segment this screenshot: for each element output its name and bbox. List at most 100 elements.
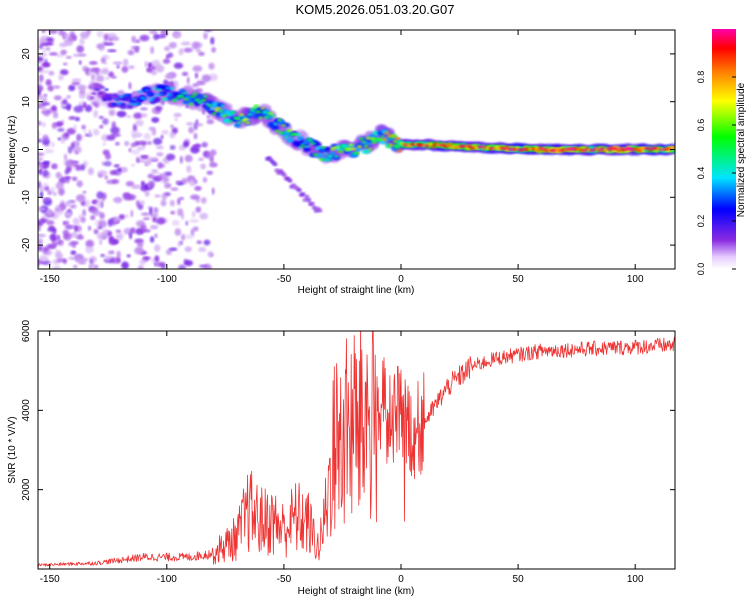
heatmap-noise-blob	[104, 175, 108, 180]
heatmap-noise-blob	[194, 123, 204, 127]
heatmap-noise-blob	[150, 46, 155, 54]
heatmap-ridge-blob	[169, 87, 175, 90]
heatmap-ridge-blob	[271, 125, 280, 131]
heatmap-ridge-blob	[148, 98, 154, 102]
heatmap-noise-blob	[139, 34, 150, 42]
heatmap-ridge-blob	[387, 134, 392, 138]
snr-x-tick-label: -100	[157, 574, 177, 585]
heatmap-noise-blob	[195, 206, 202, 213]
heatmap-ridge-blob	[279, 131, 284, 135]
heatmap-noise-blob	[42, 197, 51, 201]
heatmap-branch-blob	[300, 192, 306, 197]
heatmap-noise-blob	[184, 234, 194, 240]
heatmap-ridge-blob	[153, 97, 161, 102]
heatmap-noise-blob	[76, 45, 85, 53]
heatmap-noise-blob	[141, 113, 148, 118]
heatmap-noise-blob	[75, 194, 86, 202]
heatmap-noise-blob	[114, 141, 120, 146]
heatmap-branch-blob	[296, 188, 302, 193]
heatmap-noise-blob	[68, 116, 77, 120]
heatmap-branch-blob	[272, 162, 278, 167]
heatmap-noise-blob	[38, 237, 44, 245]
heatmap-noise-blob	[118, 214, 126, 220]
heatmap-noise-blob	[168, 42, 177, 49]
heatmap-ridge-blob	[89, 96, 95, 100]
heatmap-noise-blob	[38, 233, 47, 238]
heatmap-ridge-blob	[143, 88, 150, 92]
heatmap-ridge-blob	[222, 114, 227, 117]
heatmap-noise-blob	[128, 81, 132, 90]
heatmap-noise-blob	[64, 211, 73, 217]
heatmap-ridge-blob	[180, 95, 185, 99]
heatmap-noise-blob	[142, 229, 151, 233]
heatmap-noise-blob	[169, 124, 175, 129]
heatmap-noise-blob	[105, 76, 110, 80]
heatmap-noise-blob	[180, 41, 191, 46]
heatmap-ridge-blob	[312, 153, 318, 157]
heatmap-noise-blob	[95, 200, 102, 208]
heatmap-noise-blob	[172, 127, 179, 134]
heatmap-noise-blob	[198, 157, 204, 162]
heatmap-noise-blob	[87, 167, 94, 176]
spectrogram-y-tick-label: -10	[21, 190, 32, 205]
heatmap-noise-blob	[96, 232, 107, 241]
heatmap-noise-blob	[206, 170, 214, 175]
heatmap-noise-blob	[195, 48, 202, 53]
spectrogram-x-tick-label: -50	[277, 274, 292, 285]
heatmap-noise-blob	[154, 233, 158, 239]
heatmap-noise-blob	[68, 84, 76, 92]
heatmap-noise-blob	[192, 65, 203, 72]
heatmap-noise-blob	[98, 115, 104, 120]
heatmap-noise-blob	[93, 264, 99, 269]
heatmap-noise-blob	[38, 130, 41, 138]
heatmap-ridge-blob	[515, 146, 520, 150]
heatmap-ridge-blob	[245, 121, 251, 125]
heatmap-noise-blob	[116, 110, 127, 118]
heatmap-ridge-blob	[153, 86, 158, 90]
heatmap-noise-blob	[165, 153, 176, 161]
heatmap-noise-blob	[65, 159, 75, 168]
heatmap-noise-blob	[78, 260, 87, 265]
heatmap-noise-blob	[133, 112, 143, 119]
heatmap-noise-blob	[72, 145, 82, 154]
heatmap-noise-blob	[121, 261, 129, 269]
heatmap-ridge-blob	[135, 102, 142, 106]
heatmap-ridge-blob	[195, 93, 204, 99]
heatmap-noise-blob	[57, 127, 65, 132]
heatmap-noise-blob	[53, 191, 57, 197]
heatmap-noise-blob	[108, 250, 115, 255]
heatmap-noise-blob	[108, 238, 119, 246]
heatmap-ridge-blob	[337, 150, 344, 153]
heatmap-noise-blob	[147, 141, 152, 145]
heatmap-noise-blob	[91, 74, 96, 81]
heatmap-noise-blob	[186, 165, 192, 173]
heatmap-noise-blob	[193, 132, 198, 140]
heatmap-noise-blob	[155, 176, 163, 181]
spectrogram-y-tick-label: 10	[21, 96, 32, 108]
heatmap-noise-blob	[139, 183, 149, 192]
colorbar-tick-label: 0.0	[696, 263, 706, 276]
heatmap-noise-blob	[195, 142, 200, 148]
heatmap-noise-blob	[63, 62, 68, 66]
heatmap-noise-blob	[155, 217, 166, 225]
heatmap-noise-blob	[78, 92, 86, 99]
heatmap-noise-blob	[48, 70, 55, 76]
heatmap-noise-blob	[130, 163, 136, 167]
heatmap-noise-blob	[156, 152, 164, 157]
heatmap-noise-blob	[59, 69, 69, 76]
heatmap-ridge-blob	[295, 132, 301, 136]
heatmap-noise-blob	[56, 258, 65, 263]
snr-x-tick-label: 100	[627, 574, 644, 585]
heatmap-noise-blob	[177, 241, 181, 248]
heatmap-noise-blob	[88, 129, 92, 137]
heatmap-ridge-blob	[200, 98, 207, 102]
heatmap-ridge-blob	[154, 93, 160, 97]
heatmap-ridge-blob	[331, 146, 337, 150]
heatmap-ridge-blob	[203, 95, 209, 98]
heatmap-noise-blob	[196, 240, 202, 245]
heatmap-branch-blob	[287, 178, 293, 183]
heatmap-ridge-blob	[173, 98, 180, 101]
heatmap-ridge-blob	[99, 86, 106, 89]
heatmap-ridge-blob	[336, 146, 341, 149]
colorbar-tick-label: 0.4	[696, 167, 706, 180]
